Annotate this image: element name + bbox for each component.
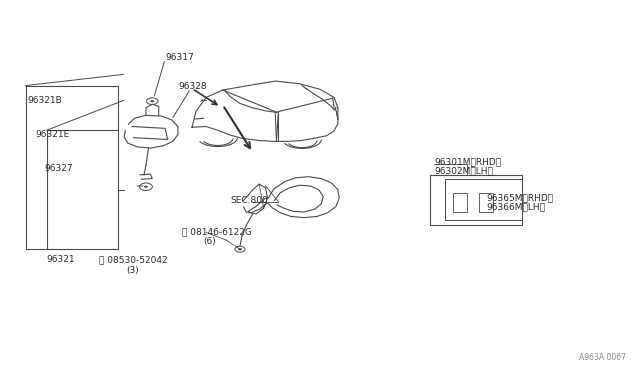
Bar bbox=[479, 193, 493, 212]
Text: 96328: 96328 bbox=[178, 82, 207, 91]
Bar bbox=[453, 193, 467, 212]
Bar bbox=[430, 175, 522, 225]
Text: SEC.800: SEC.800 bbox=[230, 196, 268, 205]
Text: Ⓑ 08146-6122G: Ⓑ 08146-6122G bbox=[182, 227, 252, 236]
Text: 96327: 96327 bbox=[45, 164, 74, 173]
Circle shape bbox=[238, 248, 242, 250]
Text: 96302M〈LH〉: 96302M〈LH〉 bbox=[434, 166, 493, 175]
Text: 96365M〈RHD〉: 96365M〈RHD〉 bbox=[486, 193, 554, 202]
Text: 96317: 96317 bbox=[165, 53, 194, 62]
Circle shape bbox=[150, 100, 154, 102]
Text: 96321B: 96321B bbox=[27, 96, 61, 105]
Text: (6): (6) bbox=[204, 237, 216, 246]
Text: 96366M〈LH〉: 96366M〈LH〉 bbox=[486, 202, 545, 211]
Circle shape bbox=[144, 186, 148, 188]
Bar bbox=[445, 179, 522, 220]
Text: 96321: 96321 bbox=[47, 255, 76, 264]
Text: 96321E: 96321E bbox=[35, 130, 70, 139]
Text: A963A 0067: A963A 0067 bbox=[579, 353, 626, 362]
Text: Ⓢ 08530-52042: Ⓢ 08530-52042 bbox=[99, 255, 168, 264]
Text: (3): (3) bbox=[127, 266, 140, 275]
Text: 96301M〈RHD〉: 96301M〈RHD〉 bbox=[434, 157, 501, 166]
